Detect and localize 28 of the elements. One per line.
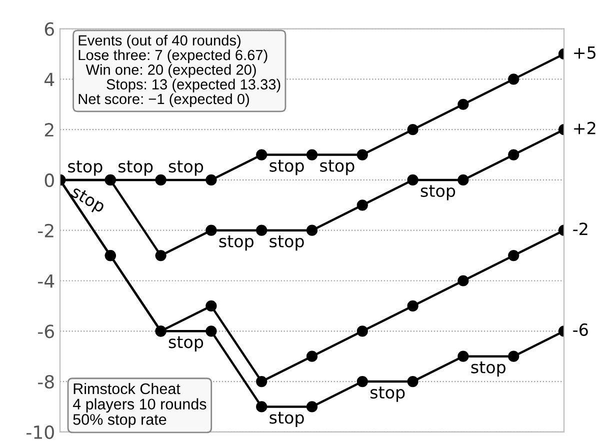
annotation: Rimstock Cheat 4 players 10 rounds 50% stop rate — [72, 382, 206, 428]
y-tick-label: -6 — [38, 324, 54, 338]
data-label: stop — [68, 160, 102, 176]
data-label: +2 — [574, 122, 596, 134]
data-label: stop — [270, 412, 304, 428]
data-label: -6 — [573, 323, 588, 336]
annotation: Events (out of 40 rounds) Lose three: 7 (expected 6.67) Win one: 20 (expected 20) Stops: 13 (expected 13.33) Net score: −1 (expected 0) — [78, 34, 280, 108]
data-label: stop — [219, 235, 254, 251]
data-label: stop — [168, 160, 204, 176]
y-tick-label: -8 — [38, 374, 54, 389]
y-tick-label: 2 — [44, 123, 54, 136]
y-tick-label: -10 — [26, 425, 54, 440]
data-label: stop — [270, 160, 304, 176]
data-label: stop — [471, 361, 506, 377]
data-label: stop — [320, 160, 354, 176]
data-label: stop — [270, 235, 304, 251]
y-tick-label: 4 — [44, 72, 54, 86]
data-label: stop — [118, 160, 153, 176]
data-label: stop — [370, 386, 405, 402]
data-label: stop — [168, 336, 204, 352]
data-label: -2 — [573, 222, 588, 235]
data-label: stop — [420, 185, 456, 200]
y-tick-label: -2 — [38, 224, 54, 238]
data-label: +5 — [574, 46, 596, 59]
y-tick-label: -4 — [38, 274, 54, 288]
data-label: stop — [68, 185, 106, 216]
y-tick-label: 6 — [44, 22, 54, 36]
y-tick-label: 0 — [44, 173, 54, 188]
